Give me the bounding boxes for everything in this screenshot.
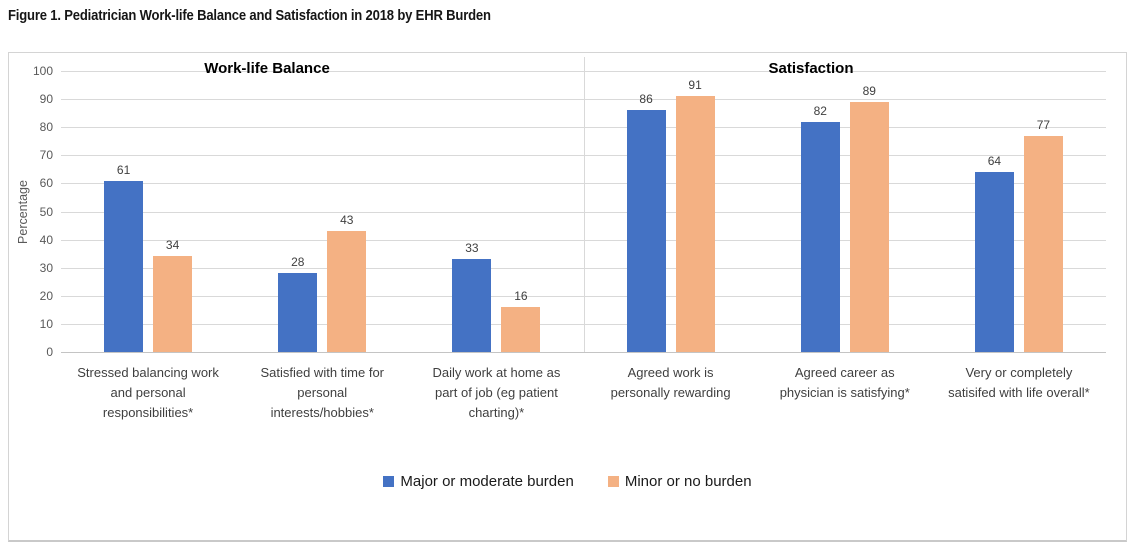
bar: [278, 273, 318, 352]
bar-value-label: 89: [862, 83, 876, 98]
bar-value-label: 91: [688, 78, 702, 93]
y-tick-label: 30: [39, 260, 53, 275]
bar: [675, 96, 715, 352]
bar: [327, 231, 367, 352]
bar: [452, 259, 492, 352]
y-tick-label: 40: [39, 232, 53, 247]
bar-value-label: 34: [165, 238, 180, 253]
legend-swatch-icon: [383, 476, 395, 487]
bar: [1023, 135, 1063, 352]
bar: [974, 172, 1014, 352]
bar: [626, 110, 666, 352]
legend-label: Minor or no burden: [624, 473, 752, 490]
bar: [153, 256, 193, 352]
chart-area: 0 10 20 30 40 50 60 70 80 90 100 Percentage Work-lif…: [8, 52, 1127, 542]
x-axis-line: [61, 352, 1106, 353]
legend-item: Minor or no burden: [607, 473, 752, 490]
bar-value-label: 43: [340, 213, 354, 228]
figure-title: Figure 1. Pediatrician Work-life Balance…: [8, 7, 491, 24]
y-axis-title: Percentage: [16, 179, 30, 244]
y-tick-label: 70: [39, 148, 53, 163]
y-tick-label: 50: [39, 204, 53, 219]
bar-value-label: 16: [514, 289, 528, 304]
bar-value-label: 82: [813, 103, 827, 118]
section-header-satisfaction: Satisfaction: [768, 60, 854, 77]
legend-swatch-icon: [607, 476, 619, 487]
bar-value-label: 77: [1036, 117, 1051, 132]
bar-value-label: 28: [291, 255, 305, 270]
category-label: Agreed work is personally rewarding: [610, 365, 731, 400]
y-tick-label: 0: [46, 345, 53, 359]
category-label: Stressed balancing work and personal respo…: [77, 365, 219, 420]
y-tick-label: 10: [39, 316, 53, 331]
bar-value-label: 61: [116, 162, 131, 177]
category-label: Agreed career as physician is satisfying*: [779, 365, 910, 400]
y-tick-label: 90: [39, 92, 53, 107]
category-label: Very or completely satisifed with life ov…: [948, 365, 1090, 400]
y-tick-label: 100: [32, 64, 53, 78]
legend-label: Major or moderate burden: [400, 473, 574, 490]
bar: [849, 101, 889, 352]
y-tick-label: 20: [39, 288, 53, 303]
section-header-work-life-balance: Work-life Balance: [204, 60, 330, 77]
bar-value-label: 86: [639, 92, 653, 107]
bar: [800, 121, 840, 352]
bar: [501, 307, 541, 352]
y-tick-label: 60: [39, 176, 53, 191]
category-label: Daily work at home as part of job (eg pat…: [432, 365, 561, 420]
legend-item: Major or moderate burden: [383, 473, 574, 490]
bar-value-label: 33: [465, 241, 479, 256]
legend: Major or moderate burden Minor or no burd…: [9, 473, 1126, 490]
section-divider-line: [583, 57, 585, 352]
category-label: Satisfied with time for personal interests…: [260, 365, 384, 420]
bar: [104, 180, 144, 352]
bar-value-label: 64: [987, 154, 1002, 169]
y-tick-label: 80: [39, 120, 53, 135]
